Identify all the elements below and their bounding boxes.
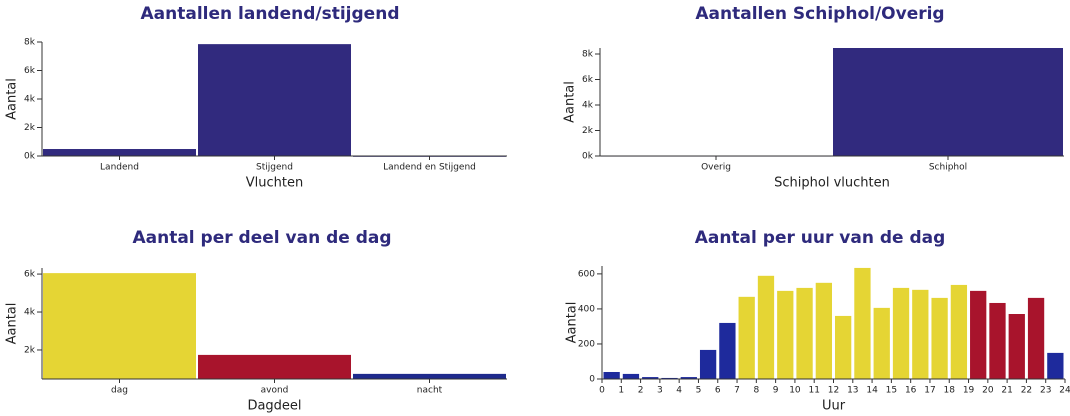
x-axis-title: Vluchten (246, 176, 303, 191)
chart-title: Aantal per uur van de dag (695, 228, 946, 248)
y-tick-label: 2k (582, 126, 594, 136)
y-axis-title: Aantal (565, 302, 580, 344)
y-tick-label: 0k (24, 152, 36, 162)
bar (796, 287, 813, 379)
x-tick-label: 21 (1001, 386, 1012, 396)
bar (835, 315, 852, 379)
x-tick-label: 13 (847, 386, 858, 396)
x-tick-label: 18 (944, 386, 956, 396)
bar (699, 349, 717, 379)
chart-title: Aantal per deel van de dag (132, 228, 391, 248)
y-tick-label: 6k (24, 270, 36, 280)
bar (912, 289, 929, 379)
bar (738, 296, 755, 379)
y-axis-title: Aantal (563, 81, 578, 123)
bar (950, 284, 968, 379)
x-tick-label: 20 (982, 386, 994, 396)
bar (970, 290, 987, 379)
x-axis-title: Dagdeel (247, 399, 301, 414)
y-tick-label: 4k (24, 308, 36, 318)
y-tick-label: 8k (582, 49, 594, 59)
bar (198, 354, 351, 379)
x-tick-label: 1 (618, 386, 624, 396)
x-tick-label: 17 (924, 386, 935, 396)
bar (353, 373, 506, 379)
bar (892, 287, 910, 379)
y-tick-label: 2k (24, 345, 36, 355)
y-tick-label: 4k (24, 95, 36, 105)
y-tick-label: 200 (578, 339, 595, 349)
bar (1027, 297, 1045, 379)
x-tick-label: Schiphol (929, 163, 967, 173)
bar (1047, 352, 1064, 379)
bar (198, 44, 351, 157)
bar (815, 282, 832, 379)
x-tick-label: 9 (773, 386, 779, 396)
y-tick-label: 600 (578, 269, 595, 279)
y-tick-label: 8k (24, 38, 36, 48)
y-tick-label: 2k (24, 123, 36, 133)
x-tick-label: 0 (599, 386, 605, 396)
x-axis-title: Schiphol vluchten (774, 176, 890, 191)
x-tick-label: Landend en Stijgend (383, 163, 476, 173)
x-tick-label: 22 (1021, 386, 1032, 396)
x-tick-label: 19 (963, 386, 975, 396)
x-tick-label: dag (111, 386, 128, 396)
x-tick-label: nacht (417, 386, 443, 396)
x-tick-label: 7 (734, 386, 740, 396)
x-tick-label: 12 (828, 386, 839, 396)
bar (931, 297, 948, 379)
bar (622, 373, 640, 379)
bar (43, 149, 196, 156)
x-tick-label: Overig (701, 163, 731, 173)
x-tick-label: 11 (808, 386, 819, 396)
x-tick-label: Stijgend (256, 163, 293, 173)
x-tick-label: 23 (1040, 386, 1051, 396)
x-axis-title: Uur (822, 399, 846, 414)
bar (719, 322, 736, 379)
bar (680, 377, 697, 379)
x-tick-label: 10 (789, 386, 801, 396)
x-tick-label: 2 (638, 386, 644, 396)
y-tick-label: 0 (589, 375, 595, 385)
x-tick-label: 5 (696, 386, 702, 396)
x-tick-label: avond (261, 386, 289, 396)
x-tick-label: 14 (866, 386, 878, 396)
bar (642, 377, 659, 379)
bar (833, 48, 1063, 156)
x-tick-label: 16 (905, 386, 917, 396)
x-tick-label: Landend (100, 163, 139, 173)
x-tick-label: 8 (753, 386, 759, 396)
y-tick-label: 0k (582, 152, 594, 162)
bar (661, 377, 678, 379)
y-tick-label: 400 (578, 304, 595, 314)
y-axis-title: Aantal (5, 78, 20, 120)
bar (757, 275, 775, 379)
chart-title: Aantallen landend/stijgend (141, 4, 400, 24)
bar (873, 307, 890, 379)
bar (43, 273, 196, 379)
bar (777, 290, 794, 379)
bar (1008, 314, 1025, 379)
chart-title: Aantallen Schiphol/Overig (695, 4, 944, 24)
x-tick-label: 3 (657, 386, 663, 396)
bar (603, 371, 620, 379)
x-tick-label: 15 (886, 386, 897, 396)
x-tick-label: 24 (1059, 386, 1070, 396)
y-tick-label: 6k (582, 75, 594, 85)
bar (989, 302, 1006, 379)
y-tick-label: 4k (582, 100, 594, 110)
x-tick-label: 6 (715, 386, 721, 396)
x-tick-label: 4 (676, 386, 682, 396)
y-axis-title: Aantal (5, 303, 20, 345)
y-tick-label: 6k (24, 66, 36, 76)
bar (854, 267, 871, 379)
